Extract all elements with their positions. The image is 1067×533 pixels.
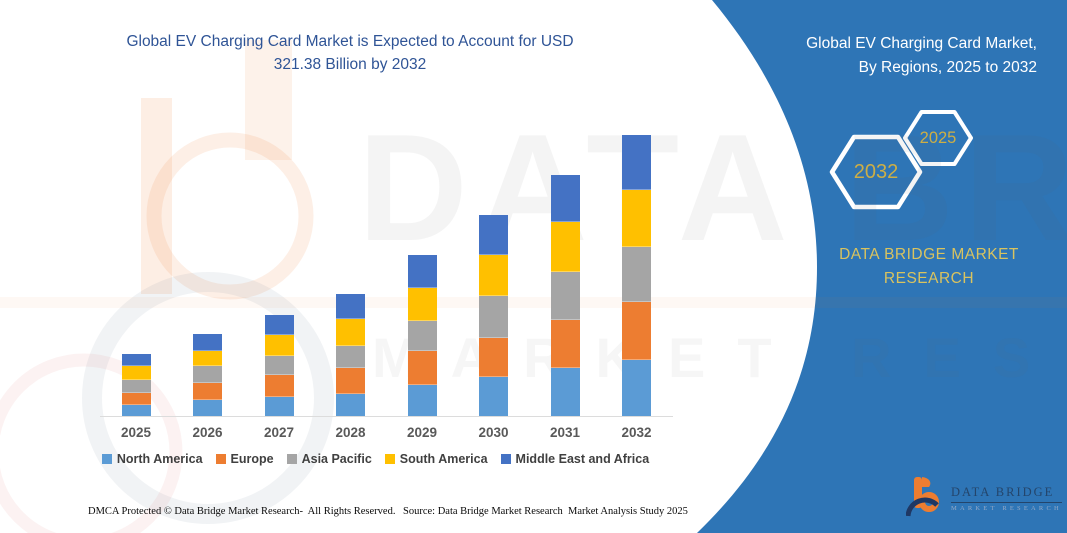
x-axis-label-2030: 2030 [478,425,509,440]
legend-item-asia-pacific: Asia Pacific [286,452,372,466]
segment-middle-east-and-africa-2025 [121,353,151,367]
segment-middle-east-and-africa-2030 [479,214,508,255]
bar-2025 [121,353,151,416]
segment-north-america-2025 [121,405,151,416]
legend-label-asia-pacific: Asia Pacific [301,452,372,466]
segment-middle-east-and-africa-2028 [336,294,365,319]
footer-dmca-text: DMCA Protected © Data Bridge Market Rese… [88,506,396,517]
legend-item-europe: Europe [215,452,274,466]
segment-asia-pacific-2029 [407,321,437,351]
legend-swatch-europe [215,454,226,464]
segment-europe-2031 [550,319,580,368]
legend-swatch-south-america [384,454,395,464]
legend-swatch-north-america [101,454,112,464]
segment-asia-pacific-2027 [264,355,294,375]
x-axis-label-2032: 2032 [621,425,652,440]
segment-middle-east-and-africa-2032 [622,135,651,191]
dbmr-logo-text: DATA BRIDGE MARKET RESEARCH [951,485,1062,512]
segment-europe-2029 [407,350,437,386]
brand-text-line1: DATA BRIDGE MARKET [839,246,1019,263]
chart-title: Global EV Charging Card Market is Expect… [60,30,640,76]
bar-2029 [407,255,437,416]
hexagon-2025-label: 2025 [919,129,957,147]
segment-north-america-2031 [550,367,580,416]
panel-title-line1: Global EV Charging Card Market, [806,35,1037,52]
segment-asia-pacific-2028 [336,345,365,369]
panel-title-line2: By Regions, 2025 to 2032 [858,59,1037,76]
segment-europe-2028 [336,368,365,394]
segment-north-america-2032 [622,360,651,416]
hexagon-2025-outline [903,110,973,166]
segment-north-america-2026 [193,400,222,416]
legend-label-north-america: North America [116,452,203,466]
legend-item-north-america: North America [101,452,203,466]
segment-asia-pacific-2030 [479,296,508,339]
dbmr-logo-subtitle: MARKET RESEARCH [951,504,1062,512]
stacked-bar-chart: 2025 2026 2027 2028 2029 2030 2031 2032 [100,120,673,450]
x-axis-label-2026: 2026 [192,425,223,440]
segment-south-america-2030 [479,254,508,297]
segment-europe-2027 [264,375,294,397]
bar-2028 [336,294,365,416]
segment-south-america-2026 [193,351,222,367]
segment-north-america-2029 [407,385,437,416]
segment-south-america-2029 [407,288,437,322]
x-axis-label-2031: 2031 [549,425,581,440]
blue-side-panel [697,0,1067,533]
x-axis-label-2028: 2028 [335,425,366,440]
data-bridge-b-icon [906,477,939,517]
plot-area [100,120,673,417]
panel-title: Global EV Charging Card Market, By Regio… [735,32,1037,80]
segment-europe-2026 [193,383,222,401]
segment-middle-east-and-africa-2027 [264,314,294,335]
segment-asia-pacific-2025 [121,379,151,394]
hexagon-2032-label: 2032 [853,161,899,183]
bar-2031 [550,174,580,416]
segment-middle-east-and-africa-2029 [407,255,437,289]
chart-title-line1: Global EV Charging Card Market is Expect… [126,33,574,50]
chart-legend: North America Europe Asia Pacific South Ame… [78,452,673,466]
segment-south-america-2028 [336,318,365,346]
bar-2030 [479,214,508,416]
brand-text-line2: RESEARCH [883,270,975,287]
hexagon-2032-outline [829,134,923,210]
segment-north-america-2028 [336,393,365,416]
dbmr-logo: DATA BRIDGE MARKET RESEARCH [906,476,1062,520]
bar-2026 [193,333,222,416]
x-axis-label-2029: 2029 [406,425,438,440]
brand-text: DATA BRIDGE MARKET RESEARCH [818,243,1040,291]
chart-title-line2: 321.38 Billion by 2032 [273,56,427,73]
segment-europe-2032 [622,302,651,360]
segment-europe-2030 [479,338,508,377]
segment-asia-pacific-2026 [193,366,222,384]
legend-swatch-middle-east-and-africa [500,454,511,464]
watermark-stripe [0,297,1067,308]
segment-south-america-2027 [264,334,294,356]
legend-label-south-america: South America [399,452,488,466]
segment-middle-east-and-africa-2031 [550,174,580,223]
legend-label-middle-east-and-africa: Middle East and Africa [515,452,650,466]
footer-source-text: Source: Data Bridge Market Research Mark… [403,506,688,517]
segment-asia-pacific-2031 [550,271,580,320]
segment-asia-pacific-2032 [622,247,651,303]
legend-label-europe: Europe [230,452,274,466]
bar-2027 [264,314,294,416]
legend-item-middle-east-and-africa: Middle East and Africa [500,452,650,466]
dbmr-logo-name: DATA BRIDGE [951,485,1062,503]
segment-south-america-2025 [121,366,151,380]
bar-2032 [622,135,651,416]
segment-south-america-2032 [622,190,651,248]
segment-europe-2025 [121,393,151,405]
x-axis-label-2027: 2027 [263,425,295,440]
legend-item-south-america: South America [384,452,488,466]
segment-south-america-2031 [550,222,580,272]
x-axis-label-2025: 2025 [120,425,152,440]
segment-north-america-2027 [264,397,294,416]
segment-middle-east-and-africa-2026 [193,333,222,352]
legend-swatch-asia-pacific [286,454,297,464]
segment-north-america-2030 [479,376,508,416]
watermark-logo-icon [0,40,334,533]
